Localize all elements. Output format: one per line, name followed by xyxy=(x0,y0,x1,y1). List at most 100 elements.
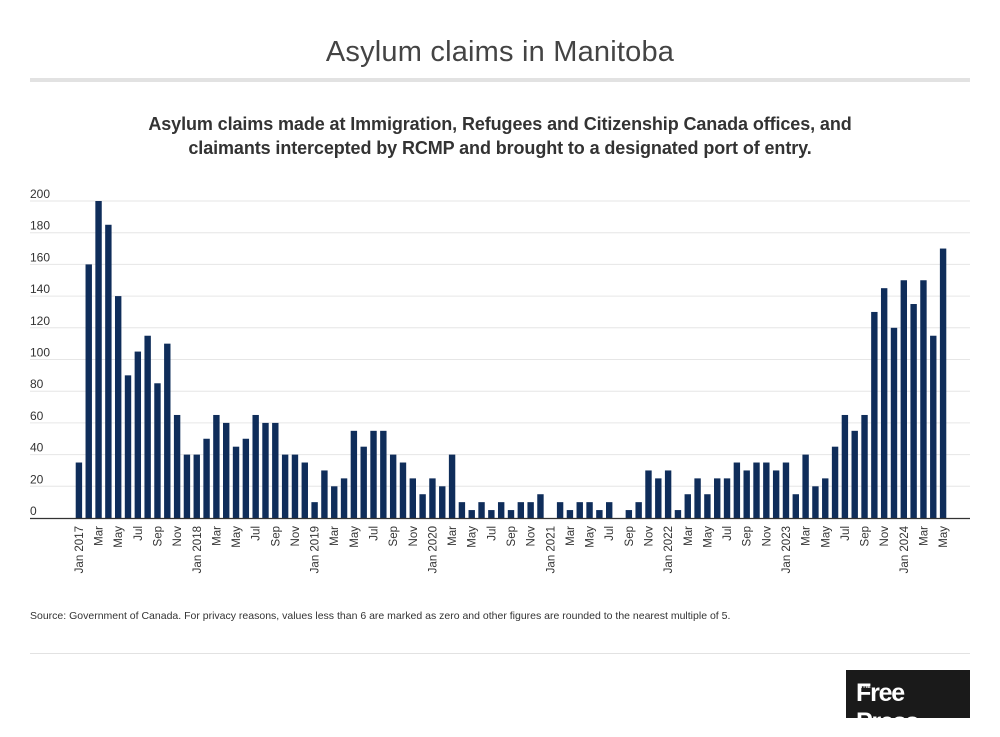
bar xyxy=(399,462,407,518)
bar xyxy=(910,304,917,518)
bar xyxy=(920,280,927,518)
chart-subtitle: Asylum claims made at Immigration, Refug… xyxy=(100,112,900,160)
bar xyxy=(831,446,839,518)
bar xyxy=(880,288,888,518)
bar xyxy=(272,422,279,518)
y-tick-label: 120 xyxy=(30,314,50,328)
x-tick-label: Sep xyxy=(388,526,400,546)
y-tick-label: 0 xyxy=(30,504,37,518)
bar xyxy=(782,462,790,518)
bar xyxy=(871,311,878,518)
x-tick-label: Sep xyxy=(270,526,282,546)
bar xyxy=(655,478,662,519)
bar xyxy=(183,454,191,518)
x-tick-label: Sep xyxy=(860,526,872,546)
x-tick-label: Nov xyxy=(761,526,773,547)
bar xyxy=(389,454,397,518)
bar xyxy=(350,430,358,518)
bar xyxy=(213,414,220,518)
bar xyxy=(203,438,210,518)
x-tick-label: Jan 2018 xyxy=(192,526,204,573)
bar xyxy=(164,343,171,518)
bar xyxy=(262,422,269,518)
bar xyxy=(497,502,505,518)
x-tick-label: Jul xyxy=(251,526,263,541)
x-tick-label: Jan 2024 xyxy=(899,525,911,573)
subtitle-line-1: Asylum claims made at Immigration, Refug… xyxy=(148,114,852,134)
subtitle-line-2: claimants intercepted by RCMP and brough… xyxy=(188,138,812,158)
x-tick-label: Jan 2023 xyxy=(781,526,793,573)
bar xyxy=(448,454,456,518)
bar xyxy=(900,280,908,518)
bar xyxy=(606,502,613,518)
bar xyxy=(370,430,377,518)
y-tick-label: 140 xyxy=(30,282,50,296)
bar xyxy=(890,327,898,518)
y-tick-label: 200 xyxy=(30,187,50,201)
x-tick-label: Mar xyxy=(211,526,223,546)
bar xyxy=(193,454,200,518)
x-tick-label: Nov xyxy=(172,526,184,547)
bar xyxy=(714,478,721,519)
bar xyxy=(311,502,318,518)
x-tick-label: May xyxy=(702,526,714,548)
bar xyxy=(154,383,161,518)
x-tick-label: May xyxy=(349,526,361,548)
x-tick-label: Mar xyxy=(918,526,930,546)
bar xyxy=(763,462,770,518)
x-tick-label: Jul xyxy=(722,526,734,541)
x-axis-ticks: Jan 2017 Mar May Jul Sep Nov Jan 2018 Mar May Jul… xyxy=(74,525,950,573)
bar xyxy=(684,494,691,518)
x-tick-label: Nov xyxy=(526,526,538,547)
y-tick-label: 160 xyxy=(30,250,50,264)
bar xyxy=(753,462,760,518)
y-axis-ticks: 0 20 40 60 80 100 120 140 160 180 200 xyxy=(30,187,50,518)
x-tick-label: Mar xyxy=(94,526,106,546)
bar xyxy=(360,446,367,518)
x-tick-label: Nov xyxy=(290,526,302,547)
bar xyxy=(517,502,525,518)
x-tick-label: Jul xyxy=(486,526,498,541)
x-tick-label: May xyxy=(113,526,125,548)
x-tick-label: Sep xyxy=(152,526,164,546)
x-tick-label: Jan 2022 xyxy=(663,526,675,573)
bar xyxy=(733,462,741,518)
x-tick-label: Jan 2020 xyxy=(427,526,439,573)
x-tick-label: Jul xyxy=(840,526,852,541)
bar xyxy=(419,494,426,518)
bar xyxy=(841,414,849,518)
x-tick-label: Sep xyxy=(742,526,754,546)
logo-small-text: THE xyxy=(860,684,871,690)
bar xyxy=(380,430,387,518)
x-tick-label: Jan 2017 xyxy=(74,526,86,573)
bar xyxy=(252,414,259,518)
bar-chart: 0 20 40 60 80 100 120 140 160 180 200 Jan 2017 Mar M… xyxy=(30,187,970,573)
bar xyxy=(340,478,348,519)
bar xyxy=(586,502,593,518)
y-tick-label: 20 xyxy=(30,472,44,486)
bar xyxy=(743,470,750,518)
bar xyxy=(429,478,436,519)
x-tick-label: Jan 2019 xyxy=(310,526,322,573)
x-tick-label: Nov xyxy=(408,526,420,547)
bar xyxy=(527,502,534,518)
x-tick-label: Mar xyxy=(801,526,813,546)
bar xyxy=(851,430,858,518)
x-tick-label: Sep xyxy=(624,526,636,546)
bar xyxy=(812,486,819,518)
x-tick-label: Nov xyxy=(643,526,655,547)
source-note: Source: Government of Canada. For privac… xyxy=(30,610,731,622)
y-tick-label: 100 xyxy=(30,346,50,360)
bar xyxy=(75,462,83,518)
bar xyxy=(291,454,299,518)
bar xyxy=(556,502,564,518)
footer-divider xyxy=(30,653,970,654)
bar xyxy=(223,422,230,518)
bar xyxy=(301,462,308,518)
x-tick-label: May xyxy=(585,526,597,548)
bar xyxy=(635,502,642,518)
bar xyxy=(144,335,151,518)
y-tick-label: 80 xyxy=(30,377,44,391)
logo-text: Free Press xyxy=(856,679,919,736)
bar xyxy=(625,510,633,518)
